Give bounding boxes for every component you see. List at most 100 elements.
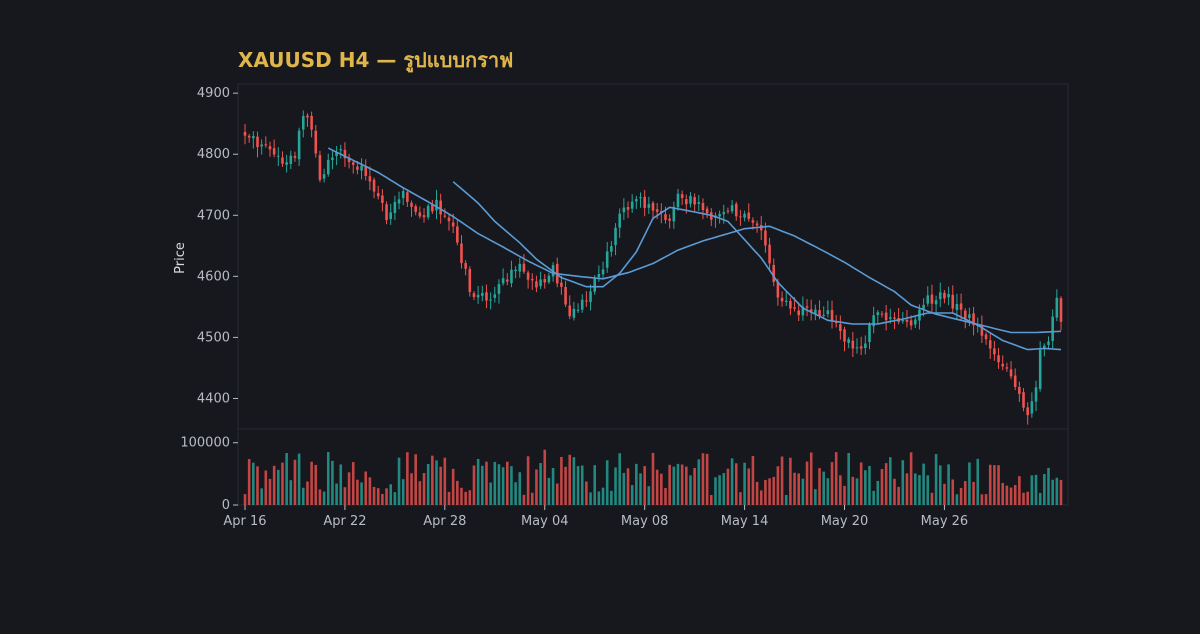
candle-body (431, 204, 434, 212)
candle-body (1055, 297, 1059, 318)
volume-bar (410, 473, 413, 505)
candle-body (1013, 375, 1017, 388)
volume-bar (676, 463, 680, 505)
volume-bar (784, 495, 788, 505)
volume-bar (351, 462, 355, 505)
volume-bar (406, 452, 409, 505)
price-tick-label: 4600 (197, 269, 230, 284)
volume-bar (376, 488, 380, 505)
volume-bar (422, 473, 426, 505)
volume-tick-label: 0 (222, 498, 230, 513)
volume-bar (601, 487, 605, 505)
volume-bar (460, 487, 463, 505)
candle-body (343, 149, 347, 159)
candle-body (264, 144, 268, 146)
volume-bar (734, 463, 738, 505)
volume-bar (264, 470, 268, 505)
volume-bar (897, 486, 900, 505)
candle-body (614, 227, 617, 246)
candle-body (664, 214, 667, 220)
candle-body (510, 269, 513, 284)
volume-bar (893, 478, 896, 505)
candle-body (1047, 341, 1050, 346)
volume-bar (668, 464, 671, 505)
candle-body (522, 263, 526, 272)
candle-body (472, 293, 476, 298)
volume-bar (306, 481, 309, 505)
volume-bar (618, 453, 621, 505)
volume-bar (660, 473, 663, 505)
volume-bar (709, 495, 713, 505)
candle-body (381, 195, 384, 203)
candle-body (764, 230, 767, 246)
price-tick-label: 4500 (197, 330, 230, 345)
candle-body (730, 205, 734, 212)
candle-body (951, 294, 955, 309)
candle-body (385, 204, 388, 221)
volume-bar (730, 458, 734, 505)
candle-body (676, 193, 680, 208)
volume-bar (797, 473, 801, 505)
candle-body (822, 314, 825, 316)
volume-bar (310, 461, 313, 505)
volume-bar (339, 464, 343, 505)
volume-bar (830, 462, 834, 505)
candle-body (501, 278, 505, 284)
volume-bar (864, 470, 867, 505)
volume-bar (934, 454, 938, 505)
candle-body (593, 278, 597, 292)
volume-bar (285, 453, 288, 505)
candle-body (268, 146, 272, 150)
candle-body (893, 317, 896, 319)
candle-body (1001, 363, 1005, 367)
volume-bar (988, 464, 992, 505)
volume-bar (930, 492, 934, 505)
candle-body (984, 334, 988, 340)
volume-bar (739, 492, 742, 505)
volume-bar (768, 478, 771, 505)
volume-bar (1018, 476, 1021, 505)
volume-bar (1005, 485, 1009, 505)
candle-body (260, 144, 263, 147)
volume-bar (297, 453, 301, 505)
candle-body (1009, 369, 1013, 377)
volume-bar (876, 480, 880, 505)
candle-body (864, 343, 867, 349)
candle-body (1043, 345, 1046, 349)
volume-bar (447, 491, 451, 505)
candle-body (734, 203, 738, 217)
candle-body (626, 207, 630, 210)
volume-bar (326, 452, 330, 505)
volume-bar (747, 468, 751, 505)
candle-body (277, 155, 280, 157)
volume-bar (959, 487, 963, 505)
candle-body (680, 194, 684, 199)
candle-body (289, 155, 293, 164)
candle-body (805, 306, 809, 308)
ma-long-line (327, 147, 1062, 334)
candle-body (585, 300, 588, 302)
candle-body (447, 217, 451, 222)
candle-body (643, 196, 646, 208)
volume-bar (793, 472, 796, 505)
candle-body (834, 322, 838, 324)
candle-body (751, 220, 755, 223)
volume-bar (772, 476, 776, 505)
price-tick-label: 4400 (197, 391, 230, 406)
volume-bar (955, 494, 959, 505)
candle-body (530, 279, 534, 281)
x-tick-label: May 08 (621, 514, 669, 529)
candle-body (360, 165, 363, 171)
volume-bar (1009, 487, 1013, 505)
candle-body (410, 202, 413, 207)
volume-bar (1055, 477, 1059, 505)
candle-body (801, 306, 805, 316)
candle-body (880, 313, 884, 315)
volume-bar (393, 492, 397, 505)
x-tick-label: May 04 (521, 514, 569, 529)
volume-bars (243, 449, 1063, 505)
candle-body (285, 162, 288, 165)
candle-body (310, 115, 313, 130)
volume-bar (268, 478, 272, 505)
